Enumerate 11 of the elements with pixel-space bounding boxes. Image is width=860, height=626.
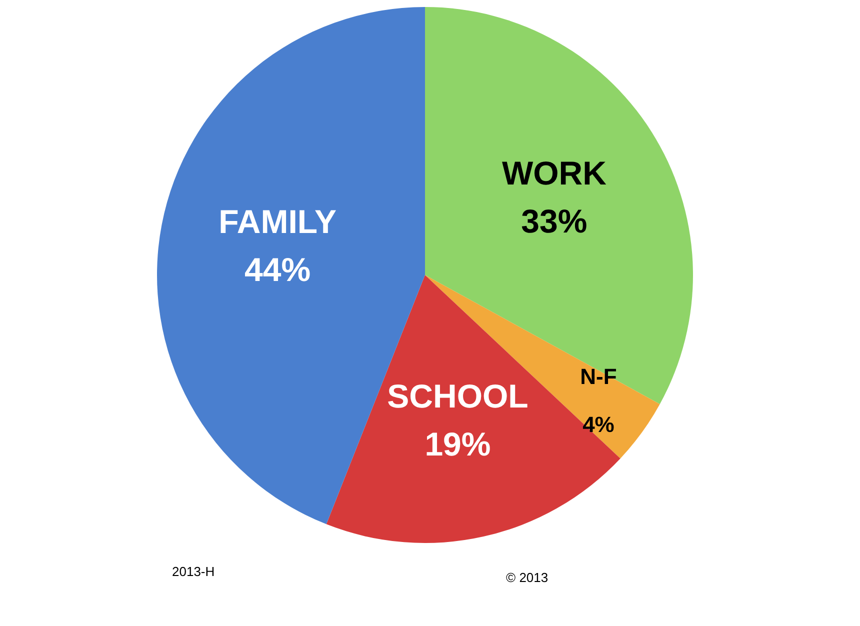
data-label: 4% [582,412,614,438]
data-label: 19% [424,425,491,462]
data-label: 44% [244,250,311,288]
slice-label: N-F [580,364,617,390]
text: 2013-H [172,564,215,579]
text: © 2013 [506,570,548,585]
data-label: 33% [521,202,588,240]
slice-label: FAMILY [218,202,337,240]
slice-label: SCHOOL [387,377,528,414]
slice-label: WORK [502,154,607,192]
pie-slice [326,275,620,543]
